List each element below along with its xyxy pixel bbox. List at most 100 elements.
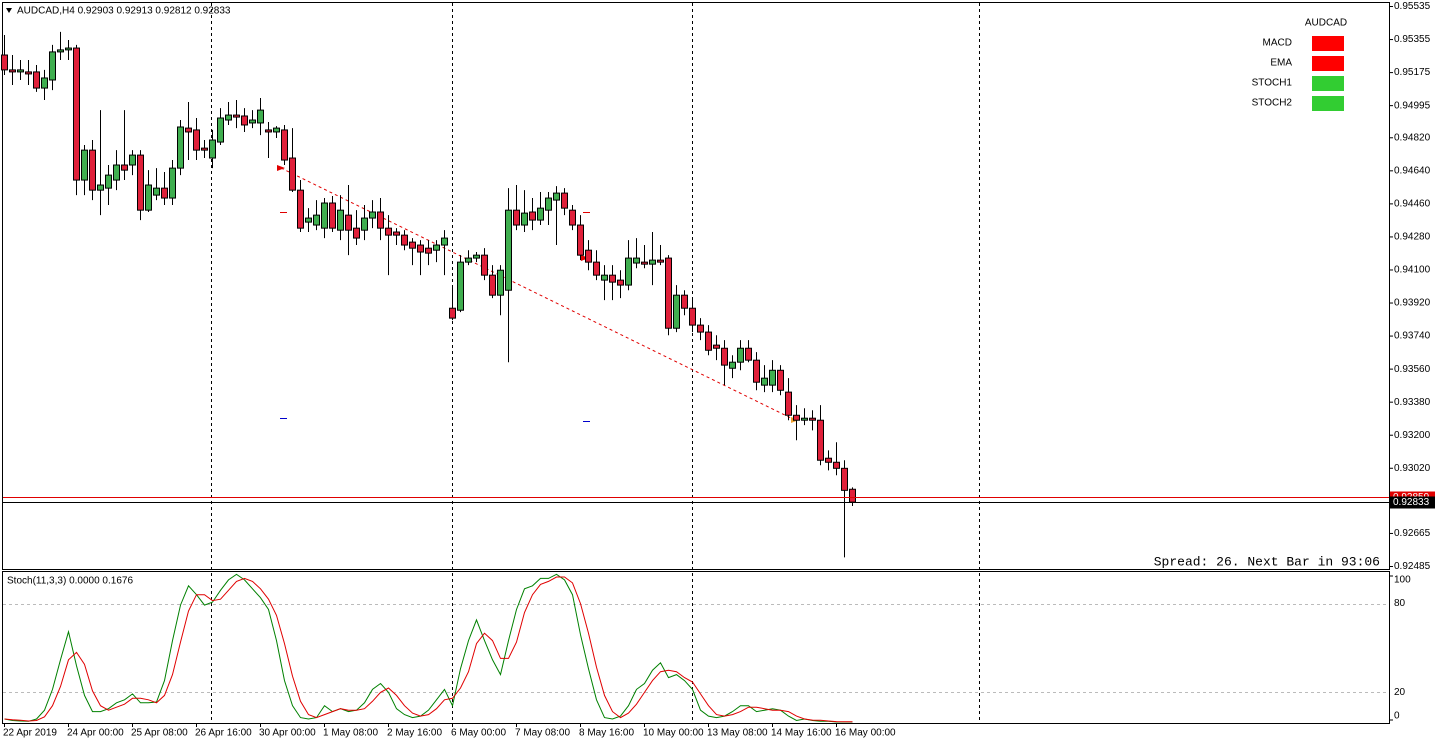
candle-body: [801, 417, 808, 421]
candle-body: [601, 274, 608, 281]
y-tick-label: 80: [1394, 598, 1406, 609]
candle-body: [825, 457, 832, 463]
candle-body: [297, 189, 304, 229]
candle-body: [257, 109, 264, 124]
y-tick-label: 0.93020: [1394, 463, 1431, 474]
candle-body: [489, 274, 496, 296]
candle-body: [81, 149, 88, 181]
candle-body: [353, 227, 360, 239]
candle-body: [345, 214, 352, 231]
x-tick-label: 14 May 16:00: [771, 728, 832, 739]
candle-body: [169, 167, 176, 199]
candle-body: [737, 347, 744, 363]
candle-body: [385, 227, 392, 236]
price-label-box: [1390, 496, 1435, 509]
y-tick-label: 0: [1394, 711, 1400, 722]
candle-body: [145, 184, 152, 211]
candle-body: [105, 174, 112, 189]
stoch-line: [4, 573, 853, 723]
x-tick-label: 8 May 16:00: [579, 728, 634, 739]
candle-body: [369, 211, 376, 219]
signal-box: [1312, 36, 1344, 51]
y-tick-label: 100: [1394, 575, 1411, 586]
candle-body: [617, 279, 624, 286]
candle-body: [313, 214, 320, 226]
candle-body: [473, 254, 480, 259]
candle-body: [137, 154, 144, 211]
x-tick-label: 10 May 00:00: [643, 728, 704, 739]
candle-body: [225, 114, 232, 121]
candle-body: [681, 294, 688, 309]
y-tick-label: 0.94820: [1394, 132, 1431, 143]
price-label: 0.92833: [1393, 497, 1430, 508]
candle-body: [1, 54, 8, 71]
candle-body: [569, 209, 576, 226]
candle-body: [49, 51, 56, 81]
candle-body: [633, 257, 640, 264]
candle-body: [497, 269, 504, 296]
signal-box: [1312, 56, 1344, 71]
status-text: Spread: 26. Next Bar in 93:06: [1154, 554, 1380, 569]
candle-body: [705, 331, 712, 351]
candle-body: [97, 184, 104, 191]
y-tick-label: 0.95355: [1394, 34, 1431, 45]
candle-body: [113, 164, 120, 181]
candle-body: [153, 187, 160, 196]
candle-body: [745, 347, 752, 361]
candle-body: [433, 244, 440, 251]
y-tick-label: 0.95535: [1394, 1, 1431, 12]
candle-body: [697, 324, 704, 333]
candle-body: [57, 49, 64, 53]
candle-body: [457, 261, 464, 311]
candle-body: [393, 231, 400, 236]
candle-body: [161, 187, 168, 199]
x-tick-label: 2 May 16:00: [387, 728, 442, 739]
candle-body: [521, 212, 528, 226]
stoch-title: Stoch(11,3,3) 0.0000 0.1676: [7, 576, 133, 587]
signal-name: STOCH1: [1252, 78, 1293, 89]
candle-body: [657, 259, 664, 263]
candle-body: [649, 259, 656, 265]
candle-body: [193, 129, 200, 151]
candle-body: [201, 147, 208, 151]
signal-name: EMA: [1270, 58, 1292, 69]
y-tick-label: 0.93740: [1394, 331, 1431, 342]
candle-body: [73, 47, 80, 181]
candle-body: [249, 119, 256, 124]
candle-body: [441, 237, 448, 246]
candle-body: [849, 488, 856, 503]
candle-body: [177, 126, 184, 169]
candle-body: [417, 244, 424, 253]
candle-body: [785, 391, 792, 416]
y-tick-label: 0.93560: [1394, 364, 1431, 375]
candle-body: [377, 211, 384, 229]
candle-body: [217, 117, 224, 143]
candle-body: [185, 127, 192, 133]
chart-title: AUDCAD,H4 0.92903 0.92913 0.92812 0.9283…: [17, 6, 231, 17]
candle-body: [809, 417, 816, 421]
candle-body: [529, 211, 536, 221]
candle-body: [481, 254, 488, 276]
y-tick-label: 0.92665: [1394, 528, 1431, 539]
candle-body: [41, 77, 48, 89]
candle-body: [753, 359, 760, 383]
x-tick-label: 30 Apr 00:00: [259, 728, 316, 739]
signal-title: AUDCAD: [1305, 18, 1347, 29]
candle-body: [361, 217, 368, 231]
candle-body: [337, 209, 344, 231]
arrow-marker: [277, 165, 285, 171]
candle-body: [401, 234, 408, 246]
y-tick-label: 0.93920: [1394, 298, 1431, 309]
candle-body: [17, 69, 24, 73]
candle-body: [465, 257, 472, 263]
menu-triangle: [6, 8, 12, 13]
candle-body: [537, 207, 544, 221]
y-tick-label: 20: [1394, 687, 1406, 698]
candle-body: [713, 344, 720, 349]
x-tick-label: 13 May 08:00: [707, 728, 768, 739]
y-tick-label: 0.94640: [1394, 165, 1431, 176]
candle-body: [609, 274, 616, 283]
y-tick-label: 0.95175: [1394, 67, 1431, 78]
